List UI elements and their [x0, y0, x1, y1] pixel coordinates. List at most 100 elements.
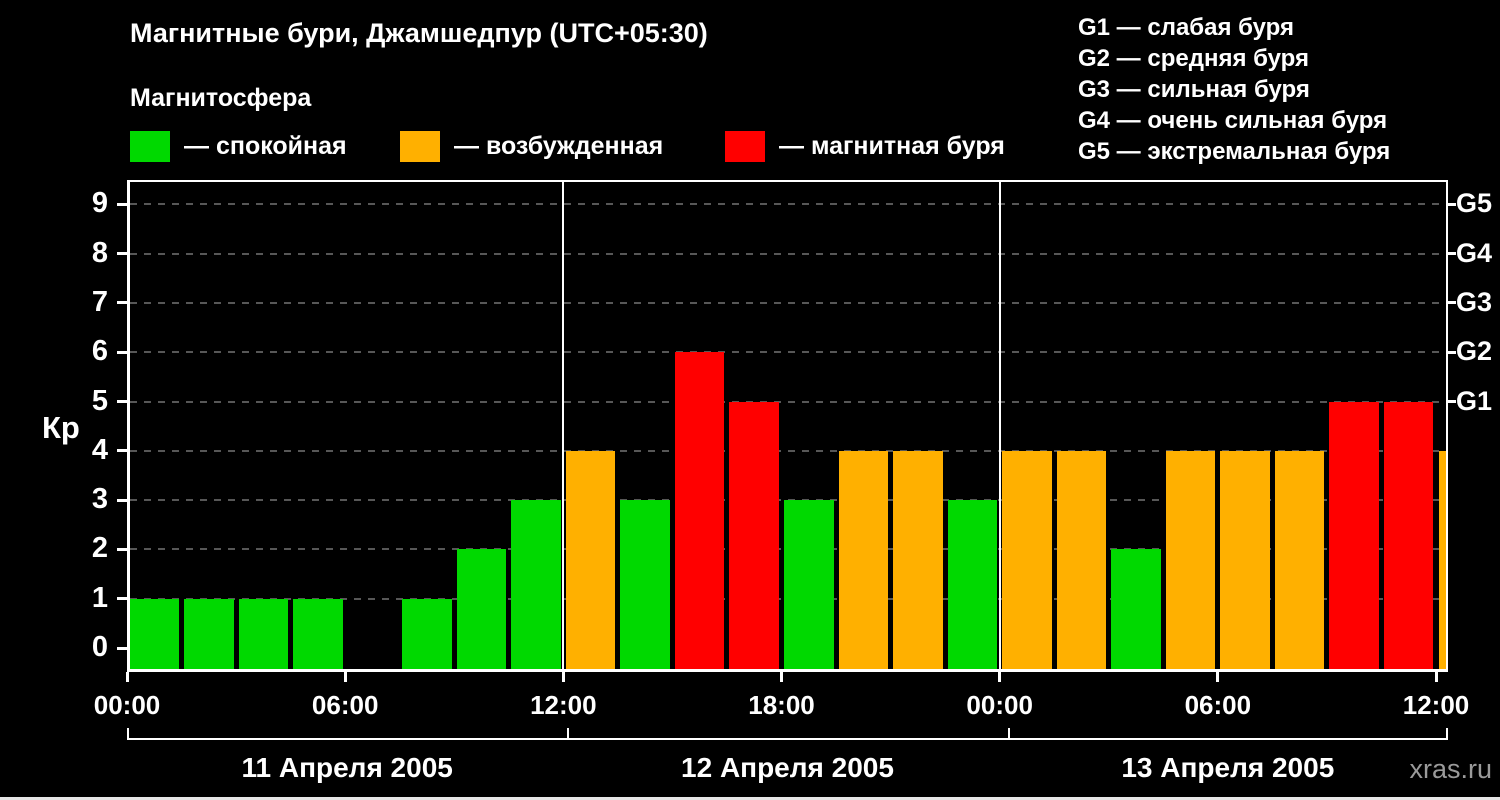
y-tick-label-3: 3: [91, 483, 108, 516]
x-tick-4: [998, 672, 1002, 682]
x-tick-label-1: 06:00: [311, 690, 379, 720]
x-tick-5: [1216, 672, 1220, 682]
kp-bar-d2-s8: [947, 500, 998, 669]
right-tick-G5: [1448, 202, 1456, 206]
date-boundary-tick-2: [1007, 728, 1010, 738]
g-legend-g4: G4 — очень сильная буря: [1078, 107, 1388, 134]
excited-color-swatch: [400, 130, 440, 162]
chart-title: Магнитные бури, Джамшедпур (UTC+05:30): [130, 18, 708, 48]
right-axis-label-G3: G3: [1456, 286, 1493, 317]
right-tick-G3: [1448, 301, 1456, 305]
gridline-kp-6: [130, 351, 1445, 354]
date-label-day3: 13 Апреля 2005: [1121, 752, 1335, 783]
kp-bar-d3-s3: [1111, 549, 1161, 669]
kp-bar-d1-s8: [511, 500, 561, 669]
bottom-border-line: [0, 797, 1500, 800]
y-tick-6: [117, 350, 127, 354]
kp-bar-d2-s2: [620, 500, 670, 669]
day-boundary-line-2: [998, 182, 1001, 669]
x-tick-label-6: 12:00: [1402, 690, 1470, 720]
legend-item-excited: — возбужденная: [400, 130, 663, 162]
kp-bar-d3-s1: [1002, 450, 1052, 669]
y-tick-label-5: 5: [91, 384, 108, 417]
legend-label-excited: — возбужденная: [454, 131, 664, 160]
gridline-kp-4: [130, 449, 1445, 452]
storm-color-swatch: [725, 130, 765, 162]
legend-item-storm: — магнитная буря: [725, 130, 1005, 162]
g-legend-g2: G2 — средняя буря: [1078, 45, 1309, 72]
right-tick-G1: [1448, 400, 1456, 403]
kp-bar-d3-s5: [1220, 450, 1270, 669]
right-axis-label-G5: G5: [1456, 188, 1493, 219]
y-tick-label-9: 9: [91, 187, 108, 220]
g-scale-legend: G1 — слабая буря G2 — средняя буря G3 — …: [1078, 12, 1390, 167]
y-tick-1: [117, 597, 127, 601]
y-tick-label-8: 8: [91, 236, 108, 269]
kp-bar-d3-s4: [1165, 450, 1216, 669]
right-axis-label-G2: G2: [1456, 336, 1493, 367]
date-axis-line: [127, 738, 1448, 740]
date-label-day1: 11 Апреля 2005: [241, 752, 453, 783]
y-tick-2: [117, 547, 127, 551]
y-tick-label-7: 7: [91, 285, 108, 318]
g-legend-g1: G1 — слабая буря: [1078, 14, 1295, 41]
gridline-kp-9: [130, 203, 1445, 206]
g-legend-g5: G5 — экстремальная буря: [1078, 138, 1391, 165]
y-tick-7: [117, 301, 127, 305]
kp-bar-d2-s5: [784, 500, 834, 669]
x-tick-label-3: 18:00: [748, 690, 815, 720]
kp-bar-d3-s2: [1056, 450, 1107, 669]
kp-bar-next-day-partial: [1438, 450, 1446, 669]
kp-bar-d3-s6: [1274, 450, 1325, 669]
g-legend-g3: G3 — сильная буря: [1078, 76, 1310, 103]
date-label-day2: 12 Апреля 2005: [681, 752, 894, 783]
gridline-kp-5: [130, 400, 1445, 403]
y-tick-label-2: 2: [91, 532, 108, 565]
x-tick-0: [125, 672, 129, 682]
chart-subtitle: Магнитосфера: [130, 84, 312, 112]
kp-bar-d3-s7: [1329, 401, 1379, 669]
legend-label-storm: — магнитная буря: [779, 131, 1005, 160]
y-tick-8: [117, 252, 127, 256]
kp-bar-d2-s4: [729, 401, 779, 669]
y-tick-label-6: 6: [91, 335, 108, 368]
x-tick-2: [561, 672, 565, 682]
kp-bar-d2-s6: [838, 450, 889, 669]
y-tick-5: [117, 400, 127, 403]
x-tick-label-0: 00:00: [93, 690, 161, 720]
watermark: xras.ru: [1409, 754, 1492, 784]
kp-bar-d1-s4: [293, 598, 343, 669]
x-tick-label-2: 12:00: [530, 690, 597, 720]
kp-bar-d1-s2: [184, 598, 234, 669]
right-tick-G4: [1448, 252, 1456, 256]
y-tick-label-4: 4: [91, 433, 108, 466]
date-boundary-tick-0: [127, 728, 129, 738]
gridline-kp-7: [130, 301, 1445, 304]
kp-bar-d2-s7: [893, 450, 943, 669]
gridline-kp-8: [130, 252, 1445, 255]
kp-bar-d1-s3: [238, 598, 289, 669]
x-tick-6: [1434, 672, 1438, 682]
y-tick-label-1: 1: [91, 581, 108, 614]
quiet-color-swatch: [130, 130, 170, 162]
plot-area: [127, 180, 1448, 672]
y-axis-title: Кр: [42, 410, 80, 445]
y-tick-0: [117, 646, 127, 650]
y-tick-4: [117, 449, 127, 453]
kp-bar-d2-s1: [565, 450, 616, 669]
kp-bar-d1-s6: [402, 598, 452, 669]
x-tick-1: [343, 672, 347, 682]
legend-label-quiet: — спокойная: [184, 131, 347, 160]
day-boundary-line-1: [562, 182, 565, 669]
kp-bar-d1-s1: [129, 598, 180, 669]
y-tick-label-0: 0: [91, 631, 108, 663]
right-axis-label-G1: G1: [1456, 385, 1493, 416]
x-tick-3: [780, 672, 783, 682]
date-boundary-tick-1: [567, 728, 570, 738]
legend-item-quiet: — спокойная: [130, 130, 347, 162]
kp-bar-d1-s7: [456, 549, 507, 669]
y-tick-3: [117, 498, 127, 502]
kp-bar-d2-s3: [674, 352, 725, 669]
x-tick-label-5: 06:00: [1184, 690, 1252, 720]
